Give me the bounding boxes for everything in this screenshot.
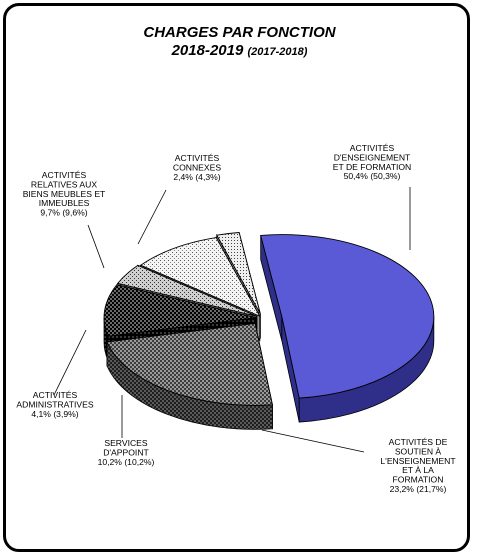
chart-subtitle: 2018-2019 (2017-2018) — [0, 42, 479, 59]
slice-label: ACTIVITÉS D'ENSEIGNEMENT ET DE FORMATION 50… — [333, 143, 411, 181]
slice-value: 50,4% (50,3%) — [344, 171, 401, 181]
chart-year: 2018-2019 — [171, 42, 244, 59]
slice-label-line: ACTIVITÉS — [33, 390, 78, 400]
slice-label-line: L'ENSEIGNEMENT — [380, 456, 456, 466]
slice-label-line: D'ENSEIGNEMENT — [334, 152, 411, 162]
slice-label-line: ACTIVITÉS DE — [389, 437, 448, 447]
slice-label-line: ADMINISTRATIVES — [16, 399, 93, 409]
leader-line — [261, 429, 365, 453]
slice-label: ACTIVITÉS CONNEXES 2,4% (4,3%) — [173, 153, 221, 182]
slice-value: 2,4% (4,3%) — [173, 172, 220, 182]
slice-label-line: RELATIVES AUX — [31, 179, 97, 189]
slice-label-line: FORMATION — [393, 475, 444, 485]
slice-label-line: ET À LA — [402, 465, 434, 475]
slice-label-line: BIENS MEUBLES ET — [23, 189, 106, 199]
slice-label-line: SOUTIEN À — [395, 446, 442, 456]
slice-label-line: ACTIVITÉS — [175, 153, 220, 163]
leader-line — [87, 224, 105, 269]
leader-line — [137, 189, 167, 245]
slice-label-line: ET DE FORMATION — [333, 162, 411, 172]
pie-slice — [260, 234, 435, 423]
leader-line — [53, 329, 87, 396]
slice-label-line: ACTIVITÉS — [42, 170, 87, 180]
slice-label-line: D'APPOINT — [103, 447, 149, 457]
slice-label: SERVICES D'APPOINT 10,2% (10,2%) — [98, 438, 155, 467]
chart-previous-year: (2017-2018) — [247, 46, 308, 58]
pie-slice — [106, 322, 273, 430]
slice-value: 9,7% (9,6%) — [40, 208, 87, 218]
chart-title: CHARGES PAR FONCTION — [143, 24, 336, 41]
slice-label-line: SERVICES — [104, 438, 148, 448]
slice-label: ACTIVITÉS RELATIVES AUX BIENS MEUBLES ET IM… — [23, 170, 106, 218]
slice-value: 4,1% (3,9%) — [31, 409, 78, 419]
slice-label-line: CONNEXES — [173, 162, 221, 172]
slice-label: ACTIVITÉS DE SOUTIEN À L'ENSEIGNEMENT ET À … — [380, 437, 456, 494]
slice-value: 23,2% (21,7%) — [390, 484, 447, 494]
slice-value: 10,2% (10,2%) — [98, 457, 155, 467]
slice-label: ACTIVITÉS ADMINISTRATIVES 4,1% (3,9%) — [16, 390, 93, 419]
slice-label-line: IMMEUBLES — [39, 198, 90, 208]
slice-label-line: ACTIVITÉS — [350, 143, 395, 153]
